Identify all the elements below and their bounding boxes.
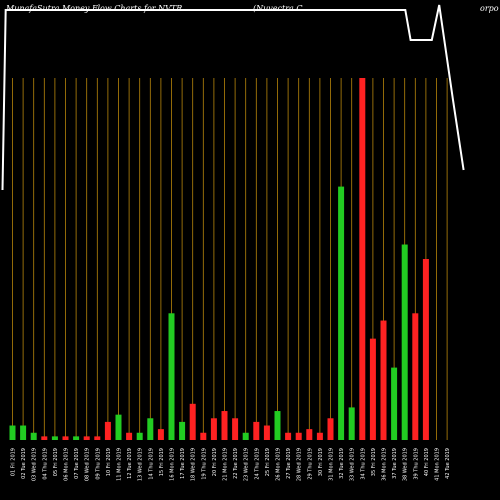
- money-flow-bar: [348, 407, 355, 440]
- x-tick-label: 29 Thu 2019: [307, 448, 313, 480]
- money-flow-bar: [295, 432, 302, 440]
- price-polyline: [1, 4, 465, 191]
- x-tick-label: 01 Fri 2019: [11, 448, 17, 476]
- x-tick-label: 34 Thu 2019: [360, 448, 366, 480]
- money-flow-bar: [263, 425, 270, 440]
- x-tick-label: 31 Mon 2019: [329, 448, 335, 481]
- money-flow-bar: [391, 367, 398, 440]
- money-flow-bar: [147, 418, 154, 440]
- x-tick-label: 18 Wed 2019: [191, 448, 197, 481]
- chart-company-name: (Nuvectra C: [253, 4, 303, 13]
- x-tick-label: 37 Tue 2019: [392, 448, 398, 479]
- x-tick-label: 04 Thu 2019: [42, 448, 48, 480]
- x-tick-label: 02 Tue 2019: [21, 448, 27, 479]
- money-flow-bar: [316, 432, 323, 440]
- money-flow-bar: [83, 436, 90, 440]
- x-tick-label: 36 Mon 2019: [382, 448, 388, 481]
- money-flow-bar: [274, 411, 281, 440]
- money-flow-bar: [94, 436, 101, 440]
- x-tick-label: 28 Wed 2019: [297, 448, 303, 481]
- x-tick-label: 11 Mon 2019: [117, 448, 123, 481]
- money-flow-bar: [412, 313, 419, 440]
- money-flow-bar: [306, 429, 313, 440]
- x-tick-label: 20 Fri 2019: [212, 448, 218, 476]
- bar-series: [9, 78, 429, 440]
- money-flow-bar: [9, 425, 16, 440]
- x-tick-label: 16 Mon 2019: [170, 448, 176, 481]
- money-flow-bar: [338, 186, 345, 440]
- x-tick-label: 03 Wed 2019: [32, 448, 38, 481]
- money-flow-bar: [189, 403, 196, 440]
- x-tick-label: 42 Tue 2019: [445, 448, 451, 479]
- money-flow-bar: [422, 259, 429, 440]
- x-tick-labels: 01 Fri 2019 02 Tue 2019 03 Wed 2019 04 Thu …: [11, 448, 452, 481]
- x-tick-label: 05 Fri 2019: [53, 448, 59, 476]
- x-tick-label: 08 Wed 2019: [85, 448, 91, 481]
- x-tick-label: 24 Thu 2019: [254, 448, 260, 480]
- money-flow-bar: [232, 418, 239, 440]
- money-flow-bar: [157, 429, 164, 440]
- money-flow-bar: [136, 432, 143, 440]
- money-flow-bar: [369, 338, 376, 440]
- money-flow-bar: [51, 436, 58, 440]
- x-tick-label: 22 Tue 2019: [233, 448, 239, 479]
- money-flow-bar: [168, 313, 175, 440]
- x-tick-label: 39 Thu 2019: [413, 448, 419, 480]
- x-tick-label: 41 Mon 2019: [435, 448, 441, 481]
- money-flow-bar: [253, 421, 260, 440]
- money-flow-bar: [242, 432, 249, 440]
- money-flow-bar: [30, 432, 37, 440]
- money-flow-bar: [104, 421, 111, 440]
- x-tick-label: 14 Thu 2019: [148, 448, 154, 480]
- money-flow-bar: [221, 411, 228, 440]
- money-flow-bar: [200, 432, 207, 440]
- x-tick-label: 26 Mon 2019: [276, 448, 282, 481]
- x-tick-label: 33 Wed 2019: [350, 448, 356, 481]
- x-tick-label: 17 Tue 2019: [180, 448, 186, 479]
- money-flow-bar: [401, 244, 408, 440]
- x-tick-label: 35 Fri 2019: [371, 448, 377, 476]
- money-flow-bar: [179, 421, 186, 440]
- price-line: [1, 4, 465, 191]
- x-tick-label: 40 Fri 2019: [424, 448, 430, 476]
- money-flow-bar: [285, 432, 292, 440]
- money-flow-bar: [327, 418, 334, 440]
- x-tick-label: 10 Fri 2019: [106, 448, 112, 476]
- x-tick-label: 30 Fri 2019: [318, 448, 324, 476]
- x-tick-label: 23 Wed 2019: [244, 448, 250, 481]
- x-tick-label: 09 Thu 2019: [95, 448, 101, 480]
- money-flow-bar: [126, 432, 133, 440]
- x-tick-label: 07 Tue 2019: [74, 448, 80, 479]
- money-flow-bar: [73, 436, 80, 440]
- chart-company-name-tail: orpo: [480, 4, 499, 13]
- money-flow-bar: [359, 78, 366, 440]
- money-flow-bar: [380, 320, 387, 440]
- x-tick-label: 32 Tue 2019: [339, 448, 345, 479]
- x-tick-label: 15 Fri 2019: [159, 448, 165, 476]
- money-flow-bar: [62, 436, 69, 440]
- money-flow-bar: [115, 414, 122, 440]
- x-tick-label: 27 Tue 2019: [286, 448, 292, 479]
- chart-title-text: MunafaSutra Money Flow Charts for NVTR: [6, 4, 183, 13]
- money-flow-bar: [20, 425, 27, 440]
- x-tick-label: 25 Fri 2019: [265, 448, 271, 476]
- x-tick-label: 06 Mon 2019: [64, 448, 70, 481]
- x-tick-label: 12 Tue 2019: [127, 448, 133, 479]
- x-tick-label: 21 Mon 2019: [223, 448, 229, 481]
- x-tick-label: 13 Wed 2019: [138, 448, 144, 481]
- money-flow-bar: [41, 436, 48, 440]
- chart-title: MunafaSutra Money Flow Charts for NVTR (…: [6, 4, 499, 18]
- money-flow-bar: [210, 418, 217, 440]
- x-tick-label: 38 Wed 2019: [403, 448, 409, 481]
- x-tick-label: 19 Thu 2019: [201, 448, 207, 480]
